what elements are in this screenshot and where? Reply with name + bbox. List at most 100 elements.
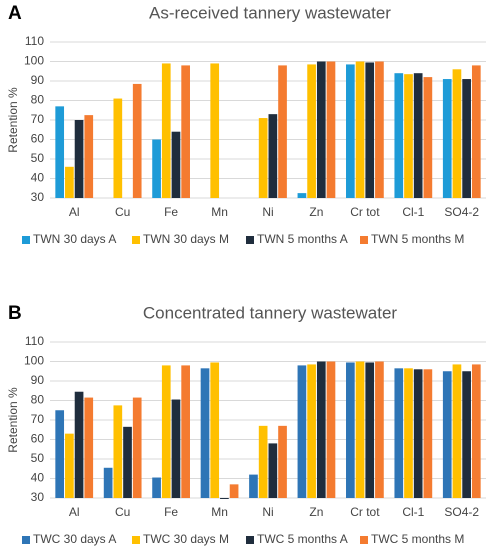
y-tick-label: 100 (24, 354, 44, 368)
bar (84, 397, 94, 498)
y-tick-label: 110 (25, 34, 44, 48)
x-tick-label: Cu (115, 205, 130, 219)
bar (113, 98, 123, 198)
x-tick-label: SO4-2 (444, 505, 479, 519)
bar (210, 63, 220, 199)
y-tick-label: 30 (31, 490, 45, 504)
y-tick-label: 70 (31, 412, 45, 426)
x-tick-label: SO4-2 (444, 205, 479, 219)
x-tick-label: Zn (309, 505, 323, 519)
legend-swatch (360, 236, 368, 244)
bar (200, 368, 210, 498)
bar (365, 362, 375, 498)
bar (355, 61, 365, 198)
bar (278, 425, 287, 498)
x-tick-label: Fe (164, 505, 178, 519)
bar (181, 365, 190, 498)
bar (65, 166, 74, 198)
x-tick-label: Cl-1 (402, 505, 424, 519)
bar (123, 426, 132, 498)
bar (132, 397, 142, 498)
y-tick-label: 50 (31, 451, 45, 465)
panel-label: B (8, 303, 22, 324)
x-tick-label: Ni (262, 505, 273, 519)
legend-swatch (360, 536, 368, 544)
bar (462, 371, 471, 498)
bar (249, 474, 258, 498)
x-tick-label: Cl-1 (402, 205, 424, 219)
bar (471, 364, 481, 498)
bar (229, 484, 239, 498)
bar (84, 115, 94, 198)
bar (258, 118, 268, 198)
bar (326, 361, 336, 498)
bar (258, 425, 268, 498)
y-tick-label: 100 (24, 54, 44, 68)
bar (316, 361, 326, 498)
bar (171, 399, 181, 498)
bar (365, 62, 375, 198)
y-tick-label: 90 (31, 73, 45, 87)
bar (113, 405, 123, 498)
panel-label: A (8, 3, 22, 24)
bar (346, 362, 355, 498)
bar (423, 369, 433, 498)
bar (423, 77, 433, 198)
legend-swatch (132, 536, 140, 544)
bar (471, 65, 481, 199)
x-tick-label: Al (69, 205, 80, 219)
bar (181, 65, 190, 199)
bar (404, 368, 413, 498)
legend-label: TWN 30 days A (33, 232, 116, 246)
y-tick-label: 90 (31, 373, 45, 387)
legend-swatch (246, 536, 254, 544)
bar (297, 193, 307, 198)
bar (375, 361, 384, 498)
y-tick-label: 80 (31, 393, 45, 407)
y-tick-label: 110 (25, 334, 44, 348)
legend-label: TWC 5 months M (371, 532, 464, 546)
legend-label: TWC 5 months A (257, 532, 348, 546)
x-tick-label: Al (69, 505, 80, 519)
y-tick-label: 80 (31, 93, 45, 107)
chart-title: As-received tannery wastewater (149, 3, 391, 22)
x-tick-label: Cu (115, 505, 130, 519)
y-tick-label: 40 (31, 171, 45, 185)
bar (278, 65, 287, 199)
bar (375, 61, 384, 198)
x-tick-label: Cr tot (350, 505, 380, 519)
y-tick-label: 60 (31, 132, 45, 146)
y-tick-label: 60 (31, 432, 45, 446)
bar (74, 391, 84, 498)
y-tick-label: 30 (31, 190, 45, 204)
bar (307, 64, 316, 198)
bar (452, 69, 462, 198)
x-tick-label: Ni (262, 205, 273, 219)
bar (152, 477, 161, 498)
y-tick-label: 40 (31, 471, 45, 485)
bar (268, 443, 278, 498)
x-tick-label: Cr tot (350, 205, 380, 219)
bar (210, 362, 220, 498)
bar (394, 368, 404, 498)
bar (452, 364, 462, 498)
bar (442, 371, 452, 498)
y-tick-label: 70 (31, 112, 45, 126)
bar (65, 433, 74, 498)
legend-swatch (132, 236, 140, 244)
chart-title: Concentrated tannery wastewater (143, 303, 398, 322)
bar (307, 364, 316, 498)
legend-swatch (22, 536, 30, 544)
bar (74, 120, 84, 198)
legend-label: TWC 30 days M (143, 532, 229, 546)
bar (152, 139, 161, 198)
bar (404, 74, 413, 198)
bar (442, 79, 452, 198)
legend-label: TWN 5 months M (371, 232, 464, 246)
bar (132, 83, 142, 198)
legend-label: TWN 30 days M (143, 232, 229, 246)
x-tick-label: Zn (309, 205, 323, 219)
bar (462, 79, 471, 198)
bar (355, 361, 365, 498)
